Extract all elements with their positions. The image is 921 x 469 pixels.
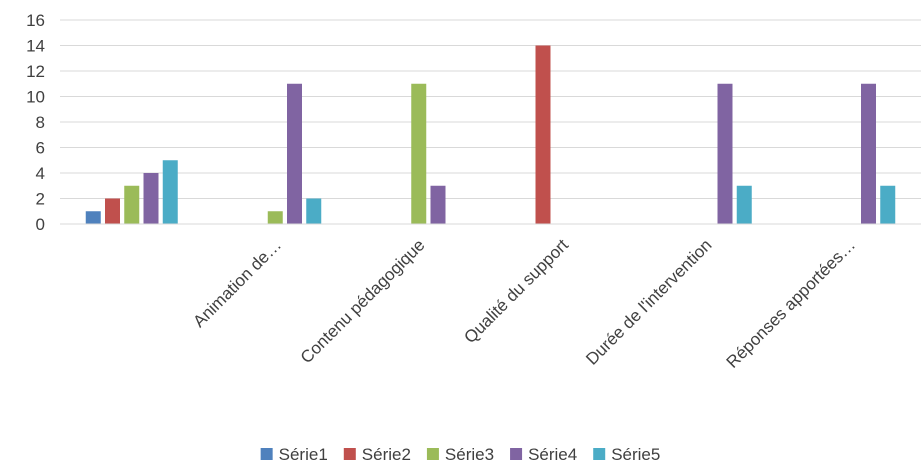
legend-swatch [510, 448, 523, 460]
x-category-label: Qualité du support [460, 235, 572, 347]
bar-série3 [267, 211, 283, 224]
bars [85, 45, 896, 224]
bar-série4 [287, 83, 302, 224]
bar-série1 [85, 211, 101, 224]
legend-item-série4: Série4 [510, 445, 577, 464]
legend-swatch [426, 448, 439, 460]
legend-item-série1: Série1 [260, 445, 328, 464]
legend-swatch [260, 448, 273, 460]
bar-série2 [535, 45, 551, 224]
legend-swatch [343, 448, 356, 460]
legend-item-série2: Série2 [343, 445, 411, 464]
bar-série5 [880, 185, 896, 224]
x-category-label: Animation de… [189, 235, 285, 331]
y-tick-label: 0 [36, 215, 45, 234]
legend-label: Série5 [611, 445, 660, 464]
y-axis-ticks: 0 2 4 6 8 10 12 14 16 [26, 11, 45, 234]
bar-série3 [124, 185, 140, 224]
y-tick-label: 6 [36, 139, 45, 158]
legend-label: Série3 [445, 445, 494, 464]
y-tick-label: 12 [26, 62, 45, 81]
x-axis-labels: Animation de… Contenu pédagogique Qualité … [189, 235, 859, 372]
legend-item-série3: Série3 [426, 445, 494, 464]
bar-série4 [143, 173, 159, 224]
x-category-label: Contenu pédagogique [297, 235, 429, 367]
bar-série5 [306, 198, 322, 224]
y-tick-label: 14 [26, 37, 45, 56]
bar-série5 [736, 185, 752, 224]
bar-série4 [717, 83, 733, 224]
bar-série5 [162, 160, 178, 224]
y-tick-label: 2 [36, 190, 45, 209]
y-tick-label: 16 [26, 11, 45, 30]
x-category-label: Durée de l'intervention [582, 235, 715, 368]
legend-label: Série2 [362, 445, 411, 464]
legend-label: Série4 [528, 445, 577, 464]
y-tick-label: 8 [36, 113, 45, 132]
y-tick-label: 4 [36, 164, 45, 183]
legend-label: Série1 [279, 445, 328, 464]
legend: Série1 Série2 Série3 Série4 Série5 [260, 445, 660, 464]
gridlines [60, 19, 921, 199]
bar-série3 [411, 83, 427, 224]
bar-série4 [861, 83, 876, 224]
y-tick-label: 10 [26, 88, 45, 107]
bar-série2 [105, 198, 120, 224]
bar-série4 [430, 185, 446, 224]
legend-item-série5: Série5 [593, 445, 660, 464]
legend-swatch [593, 448, 606, 460]
x-category-label: Réponses apportées… [723, 235, 859, 371]
